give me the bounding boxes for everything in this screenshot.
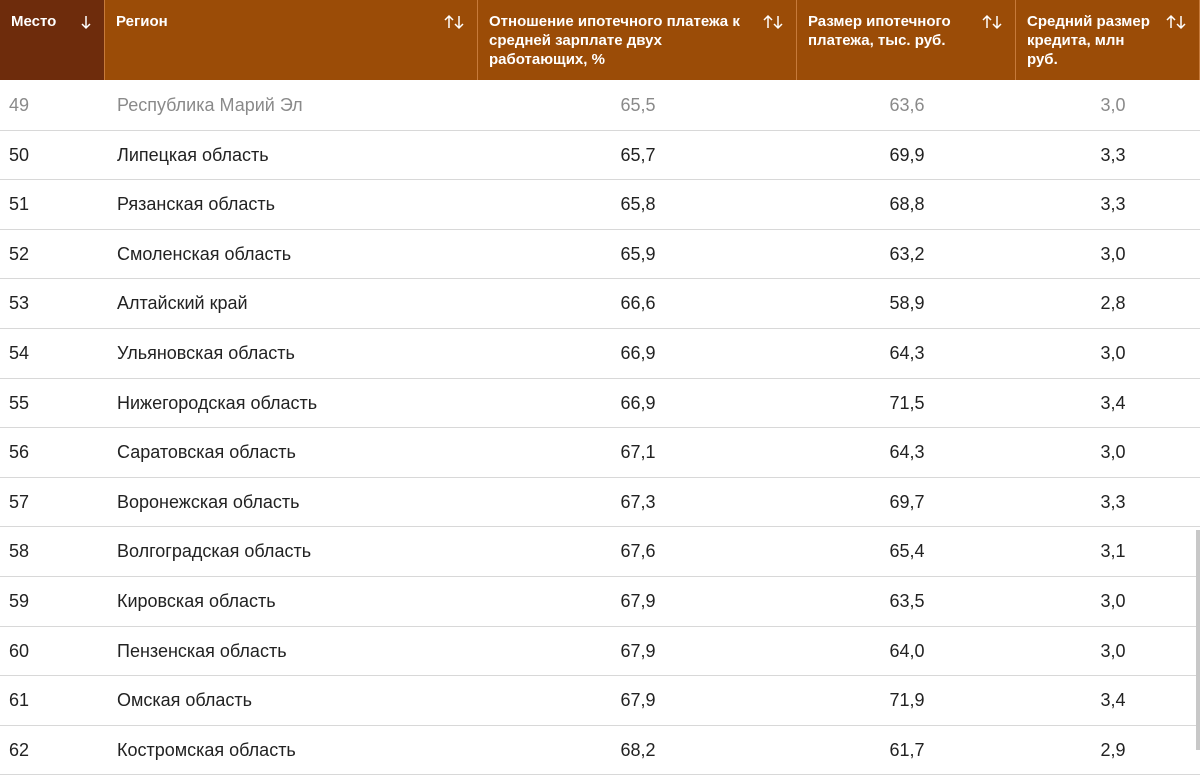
table-row: 57 Воронежская область 67,3 69,7 3,3 (0, 478, 1200, 528)
table-row: 58 Волгоградская область 67,6 65,4 3,1 (0, 527, 1200, 577)
value-cell: 3,0 (1100, 95, 1126, 115)
region: Саратовская область (117, 442, 296, 463)
table-row: 51 Рязанская область 65,8 68,8 3,3 (0, 180, 1200, 230)
rank: 59 (9, 591, 30, 611)
rank: 62 (9, 739, 30, 760)
value-cell: 71,5 (889, 392, 925, 413)
value-cell: 3,0 (1100, 243, 1126, 264)
region: Рязанская область (117, 194, 276, 215)
rank: 58 (9, 541, 30, 562)
rank: 61 (9, 690, 30, 711)
rank: 50 (9, 144, 30, 165)
value-cell: 3,0 (1100, 591, 1126, 611)
region: Алтайский край (117, 293, 248, 314)
region: Волгоградская область (117, 541, 312, 562)
value-cell: 65,8 (620, 194, 656, 215)
value-cell: 66,6 (620, 293, 656, 314)
table-row: 60 Пензенская область 67,9 64,0 3,0 (0, 627, 1200, 677)
table-row: 52 Смоленская область 65,9 63,2 3,0 (0, 230, 1200, 280)
region: Пензенская область (117, 640, 287, 661)
rank: 55 (9, 392, 30, 413)
value-cell: 69,7 (889, 491, 925, 512)
rank: 53 (9, 293, 30, 314)
value-cell: 3,0 (1100, 640, 1126, 661)
value-cell: 3,4 (1100, 392, 1126, 413)
value-cell: 64,0 (889, 640, 925, 661)
value-cell: 69,9 (889, 144, 925, 165)
rank: 54 (9, 343, 30, 363)
value-cell: 67,6 (620, 541, 656, 562)
region: Кировская область (117, 591, 276, 611)
sort-icon (81, 16, 91, 30)
table-row: 56 Саратовская область 67,1 64,3 3,0 (0, 428, 1200, 478)
value-cell: 71,9 (889, 690, 925, 711)
rank: 56 (9, 442, 30, 463)
value-cell: 2,9 (1100, 739, 1126, 760)
value-cell: 3,3 (1100, 491, 1126, 512)
value-cell: 65,5 (620, 95, 656, 115)
value-cell: 3,0 (1100, 442, 1126, 463)
value-cell: 68,2 (620, 739, 656, 760)
table-row: 49 Республика Марий Эл 65,5 63,6 3,0 (0, 81, 1200, 131)
region: Липецкая область (117, 144, 269, 165)
value-cell: 68,8 (889, 194, 925, 215)
table-row: 54 Ульяновская область 66,9 64,3 3,0 (0, 329, 1200, 379)
column-header[interactable]: Регион (105, 0, 478, 80)
sort-icon (982, 14, 1002, 30)
table-row: 50 Липецкая область 65,7 69,9 3,3 (0, 131, 1200, 181)
rank: 49 (9, 95, 30, 115)
column-header[interactable]: Место (0, 0, 105, 80)
region: Омская область (117, 690, 253, 711)
table-row: 55 Нижегородская область 66,9 71,5 3,4 (0, 379, 1200, 429)
region: Нижегородская область (117, 392, 318, 413)
value-cell: 3,0 (1100, 343, 1126, 363)
region: Воронежская область (117, 491, 300, 512)
table-row: 53 Алтайский край 66,6 58,9 2,8 (0, 279, 1200, 329)
sort-icon (1166, 14, 1186, 30)
table-row: 59 Кировская область 67,9 63,5 3,0 (0, 577, 1200, 627)
value-cell: 67,9 (620, 690, 656, 711)
value-cell: 66,9 (620, 392, 656, 413)
table-row: 61 Омская область 67,9 71,9 3,4 (0, 676, 1200, 726)
value-cell: 58,9 (889, 293, 925, 314)
value-cell: 63,2 (889, 243, 925, 264)
value-cell: 61,7 (889, 739, 925, 760)
value-cell: 67,9 (620, 591, 656, 611)
value-cell: 67,9 (620, 640, 656, 661)
column-header[interactable]: Средний размер кредита, млн руб. (1016, 0, 1200, 80)
value-cell: 67,3 (620, 491, 656, 512)
rank: 51 (9, 194, 30, 215)
value-cell: 63,5 (889, 591, 925, 611)
rank: 60 (9, 640, 30, 661)
value-cell: 67,1 (620, 442, 656, 463)
value-cell: 65,4 (889, 541, 925, 562)
region: Костромская область (117, 739, 296, 760)
scrollbar (1196, 530, 1200, 750)
table-row: 62 Костромская область 68,2 61,7 2,9 (0, 726, 1200, 775)
value-cell: 3,1 (1100, 541, 1126, 562)
sort-icon (444, 14, 464, 30)
value-cell: 3,4 (1100, 690, 1126, 711)
value-cell: 2,8 (1100, 293, 1126, 314)
rank: 57 (9, 491, 30, 512)
value-cell: 65,7 (620, 144, 656, 165)
value-cell: 64,3 (889, 442, 925, 463)
column-header[interactable]: Отношение ипотечного платежа к средней з… (478, 0, 797, 80)
region: Ульяновская область (117, 343, 295, 363)
column-header[interactable]: Размер ипотечного платежа, тыс. руб. (797, 0, 1016, 80)
value-cell: 65,9 (620, 243, 656, 264)
value-cell: 3,3 (1100, 144, 1126, 165)
value-cell: 64,3 (889, 343, 925, 363)
rank: 52 (9, 243, 30, 264)
value-cell: 3,3 (1100, 194, 1126, 215)
sort-icon (763, 14, 783, 30)
value-cell: 66,9 (620, 343, 656, 363)
value-cell: 63,6 (889, 95, 925, 115)
region: Смоленская область (117, 243, 292, 264)
region: Республика Марий Эл (117, 95, 303, 115)
